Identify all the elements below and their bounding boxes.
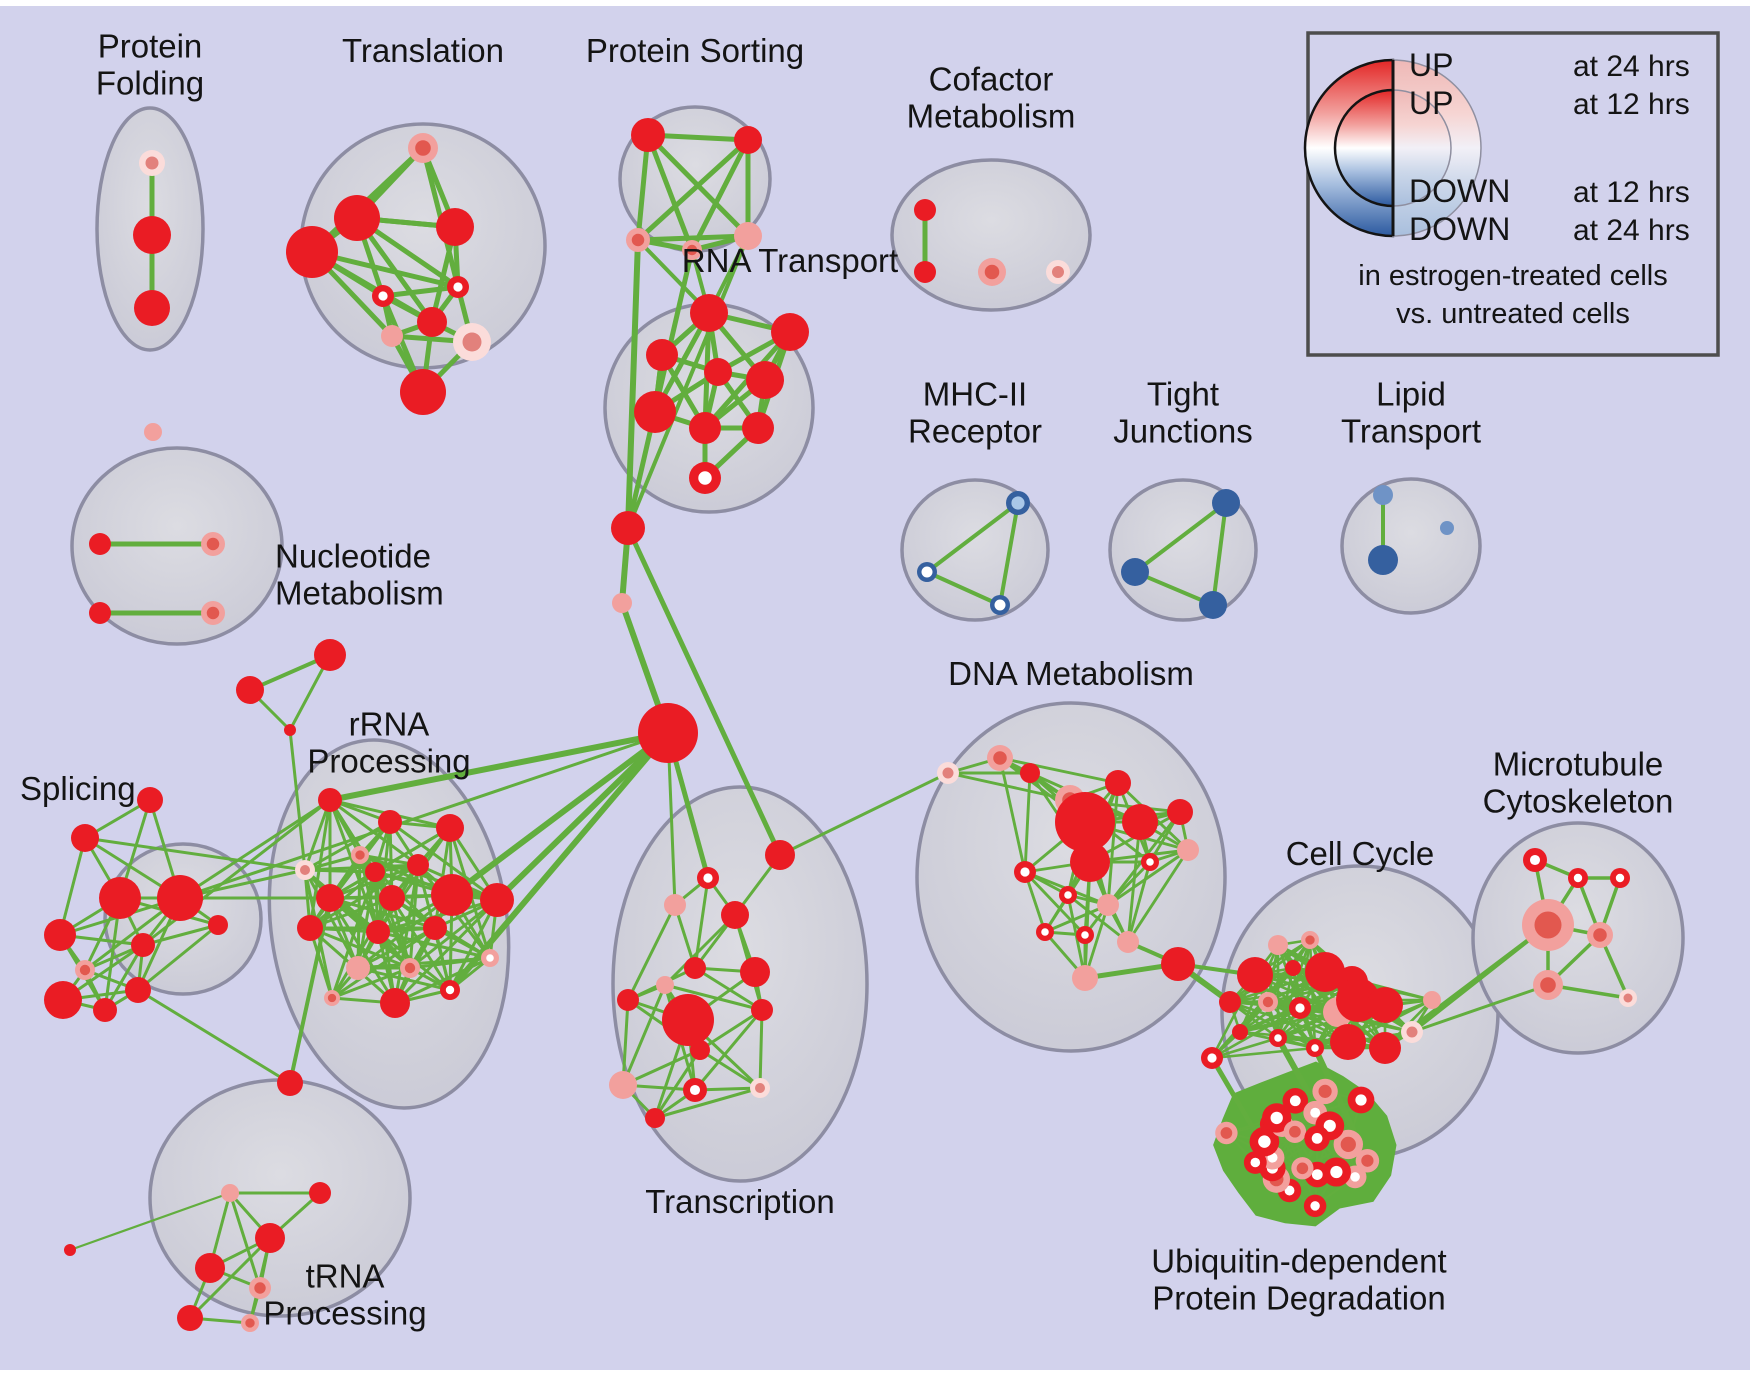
svg-text:vs. untreated cells: vs. untreated cells (1396, 298, 1630, 330)
svg-text:Transcription: Transcription (645, 1183, 835, 1220)
svg-text:at 12 hrs: at 12 hrs (1573, 176, 1690, 209)
svg-text:DOWN: DOWN (1409, 211, 1510, 247)
svg-text:UP: UP (1409, 85, 1453, 121)
svg-text:RNA Transport: RNA Transport (682, 242, 898, 279)
svg-text:at 24 hrs: at 24 hrs (1573, 214, 1690, 247)
svg-text:Protein Sorting: Protein Sorting (586, 32, 804, 69)
svg-text:at 12 hrs: at 12 hrs (1573, 88, 1690, 121)
svg-text:DNA Metabolism: DNA Metabolism (948, 655, 1194, 692)
svg-text:Cell Cycle: Cell Cycle (1286, 835, 1435, 872)
svg-text:UP: UP (1409, 47, 1453, 83)
svg-text:Splicing: Splicing (20, 770, 136, 807)
svg-text:Translation: Translation (342, 32, 504, 69)
svg-text:in estrogen-treated cells: in estrogen-treated cells (1358, 260, 1668, 292)
svg-text:DOWN: DOWN (1409, 173, 1510, 209)
svg-text:at 24 hrs: at 24 hrs (1573, 50, 1690, 83)
